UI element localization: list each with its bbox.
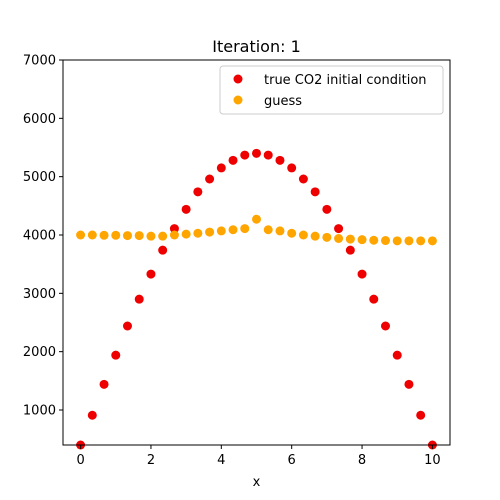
true-co2-point <box>122 321 132 331</box>
true-co2-point <box>87 410 97 420</box>
true-co2-point <box>263 150 273 160</box>
guess-point <box>416 236 426 246</box>
true-co2-point <box>181 204 191 214</box>
true-co2-point <box>334 224 344 234</box>
true-co2-point <box>158 245 168 255</box>
guess-point <box>240 224 250 234</box>
true-co2-point <box>404 379 414 389</box>
true-co2-point <box>392 350 402 360</box>
y-axis: 1000 2000 3000 4000 5000 6000 7000 <box>23 54 63 419</box>
y-tick-label: 7000 <box>23 54 56 69</box>
x-tick-label: 0 <box>76 453 84 468</box>
legend-label-true: true CO2 initial condition <box>264 73 427 88</box>
legend-label-guess: guess <box>264 94 302 109</box>
x-tick-label: 4 <box>217 453 225 468</box>
true-co2-point <box>228 155 238 165</box>
guess-point <box>369 235 379 245</box>
guess-point <box>193 228 203 238</box>
true-co2-point <box>310 187 320 197</box>
true-co2-point <box>216 163 226 173</box>
true-co2-point <box>381 321 391 331</box>
true-co2-point <box>345 245 355 255</box>
x-axis: 0 2 4 6 8 10 <box>76 445 441 468</box>
x-tick-label: 10 <box>424 453 441 468</box>
true-co2-point <box>298 174 308 184</box>
y-tick-label: 1000 <box>23 404 56 419</box>
guess-point <box>228 225 238 235</box>
guess-point <box>287 228 297 238</box>
guess-point <box>122 231 132 241</box>
guess-point <box>275 226 285 236</box>
true-co2-point <box>99 379 109 389</box>
plot-area <box>62 59 451 446</box>
data-points <box>76 148 437 450</box>
x-tick-label: 2 <box>147 453 155 468</box>
true-co2-point <box>416 410 426 420</box>
guess-point <box>357 235 367 245</box>
true-co2-point <box>111 350 121 360</box>
legend-frame <box>219 65 444 115</box>
true-co2-point <box>357 269 367 279</box>
guess-point <box>87 230 97 240</box>
guess-point <box>322 232 332 242</box>
legend: true CO2 initial condition guess <box>219 65 444 115</box>
y-tick-label: 3000 <box>23 287 56 302</box>
true-co2-point <box>322 204 332 214</box>
true-co2-point <box>169 224 179 234</box>
guess-point <box>334 234 344 243</box>
true-co2-point <box>134 294 144 304</box>
guess-point <box>404 236 414 246</box>
guess-point <box>169 230 179 240</box>
y-tick-label: 2000 <box>23 345 56 360</box>
guess-point <box>310 231 320 241</box>
guess-point <box>298 230 308 240</box>
x-tick-label: 8 <box>358 453 366 468</box>
guess-point <box>134 231 144 241</box>
guess-point <box>381 236 391 246</box>
y-tick-label: 6000 <box>23 112 56 127</box>
true-co2-point <box>193 187 203 197</box>
true-co2-point <box>205 174 215 184</box>
guess-point <box>427 236 437 246</box>
true-co2-point <box>275 155 285 165</box>
x-axis-label: x <box>253 475 261 490</box>
legend-marker-true <box>233 74 243 84</box>
guess-point <box>263 225 273 235</box>
guess-point <box>345 234 355 244</box>
guess-point <box>181 229 191 239</box>
guess-point <box>146 231 156 241</box>
chart-title: Iteration: 1 <box>212 37 301 56</box>
guess-point <box>216 226 226 236</box>
guess-point <box>76 230 86 240</box>
guess-point <box>205 227 215 237</box>
true-co2-point <box>287 163 297 173</box>
true-co2-point <box>240 150 250 160</box>
guess-point <box>252 214 261 224</box>
x-tick-label: 6 <box>288 453 296 468</box>
y-tick-label: 5000 <box>23 170 56 185</box>
true-co2-point <box>146 269 156 279</box>
y-tick-label: 4000 <box>23 229 56 244</box>
guess-point <box>158 231 168 241</box>
legend-marker-guess <box>233 95 243 105</box>
true-co2-point <box>369 294 379 304</box>
guess-point <box>111 230 121 240</box>
guess-point <box>392 236 402 246</box>
true-co2-point <box>252 148 261 158</box>
guess-point <box>99 230 109 240</box>
